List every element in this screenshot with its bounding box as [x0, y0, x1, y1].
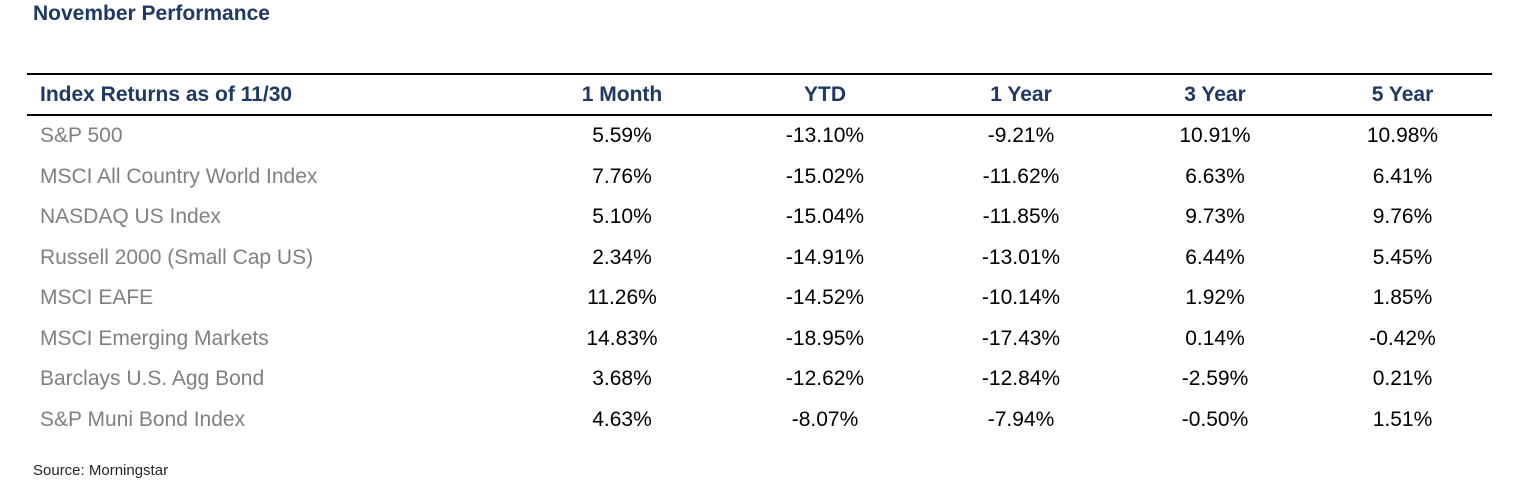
return-value: 10.98% — [1366, 124, 1439, 148]
return-value: -14.91% — [785, 245, 865, 269]
index-name: MSCI All Country World Index — [40, 164, 318, 188]
header-ytd: YTD — [804, 82, 846, 106]
table-row: Russell 2000 (Small Cap US) 2.34% -14.91% -… — [27, 238, 1492, 279]
index-name: MSCI Emerging Markets — [40, 326, 269, 350]
return-value: 1.92% — [1185, 286, 1245, 310]
return-value: 5.10% — [592, 205, 652, 229]
return-value: 5.45% — [1372, 245, 1433, 269]
index-name: S&P 500 — [40, 124, 123, 148]
return-value: -11.62% — [982, 164, 1060, 188]
return-value: 6.41% — [1372, 164, 1433, 188]
header-5-year: 5 Year — [1371, 82, 1434, 106]
return-value: 0.21% — [1372, 367, 1433, 391]
header-1-month: 1 Month — [581, 82, 663, 106]
return-value: 1.85% — [1372, 286, 1433, 310]
return-value: 7.76% — [592, 164, 652, 188]
page-title: November Performance — [33, 2, 270, 25]
header-3-year: 3 Year — [1184, 82, 1246, 106]
table-row: MSCI All Country World Index 7.76% -15.02%… — [27, 157, 1492, 198]
index-returns-table: Index Returns as of 11/30 1 Month YTD 1 Yea… — [27, 73, 1492, 440]
index-name: Barclays U.S. Agg Bond — [40, 367, 265, 391]
return-value: 1.51% — [1372, 407, 1433, 431]
return-value: -0.50% — [1181, 407, 1249, 431]
return-value: -17.43% — [981, 326, 1061, 350]
return-value: -15.04% — [785, 205, 865, 229]
return-value: -12.84% — [981, 367, 1061, 391]
return-value: -11.85% — [982, 205, 1060, 229]
return-value: -10.14% — [981, 286, 1061, 310]
table-row: MSCI EAFE 11.26% -14.52% -10.14% 1.92% 1.85% — [27, 278, 1492, 319]
return-value: 14.83% — [586, 326, 658, 350]
return-value: 5.59% — [592, 124, 652, 148]
return-value: -12.62% — [785, 367, 865, 391]
table-row: Barclays U.S. Agg Bond 3.68% -12.62% -12.84… — [27, 359, 1492, 400]
table-row: S&P Muni Bond Index 4.63% -8.07% -7.94% -0.5… — [27, 400, 1492, 441]
return-value: -8.07% — [791, 407, 859, 431]
table-body: S&P 500 5.59% -13.10% -9.21% 10.91% 10.98% MSC… — [27, 115, 1492, 440]
return-value: -18.95% — [785, 326, 865, 350]
return-value: -9.21% — [987, 124, 1055, 148]
table-row: MSCI Emerging Markets 14.83% -18.95% -17.43… — [27, 319, 1492, 360]
index-name: NASDAQ US Index — [40, 205, 221, 229]
return-value: 6.63% — [1185, 164, 1245, 188]
return-value: 9.76% — [1372, 205, 1433, 229]
index-name: MSCI EAFE — [40, 286, 154, 310]
table-row: NASDAQ US Index 5.10% -15.04% -11.85% 9.73% 9… — [27, 197, 1492, 238]
return-value: 2.34% — [592, 245, 652, 269]
return-value: -7.94% — [987, 407, 1055, 431]
return-value: 9.73% — [1185, 205, 1245, 229]
return-value: -2.59% — [1181, 367, 1249, 391]
return-value: -13.10% — [785, 124, 865, 148]
return-value: 10.91% — [1179, 124, 1251, 148]
return-value: -15.02% — [785, 164, 865, 188]
return-value: 6.44% — [1185, 245, 1245, 269]
return-value: -14.52% — [785, 286, 865, 310]
return-value: 11.26% — [587, 286, 657, 310]
return-value: 0.14% — [1185, 326, 1245, 350]
table-row: S&P 500 5.59% -13.10% -9.21% 10.91% 10.98% — [27, 115, 1492, 157]
return-value: -0.42% — [1369, 326, 1436, 350]
return-value: 4.63% — [592, 407, 652, 431]
table-header-row: Index Returns as of 11/30 1 Month YTD 1 Yea… — [27, 74, 1492, 115]
header-index-returns: Index Returns as of 11/30 — [40, 82, 293, 106]
return-value: -13.01% — [981, 245, 1061, 269]
index-name: S&P Muni Bond Index — [40, 407, 246, 431]
index-name: Russell 2000 (Small Cap US) — [40, 245, 314, 269]
header-1-year: 1 Year — [990, 82, 1052, 106]
source-note: Source: Morningstar — [33, 462, 169, 479]
return-value: 3.68% — [592, 367, 652, 391]
